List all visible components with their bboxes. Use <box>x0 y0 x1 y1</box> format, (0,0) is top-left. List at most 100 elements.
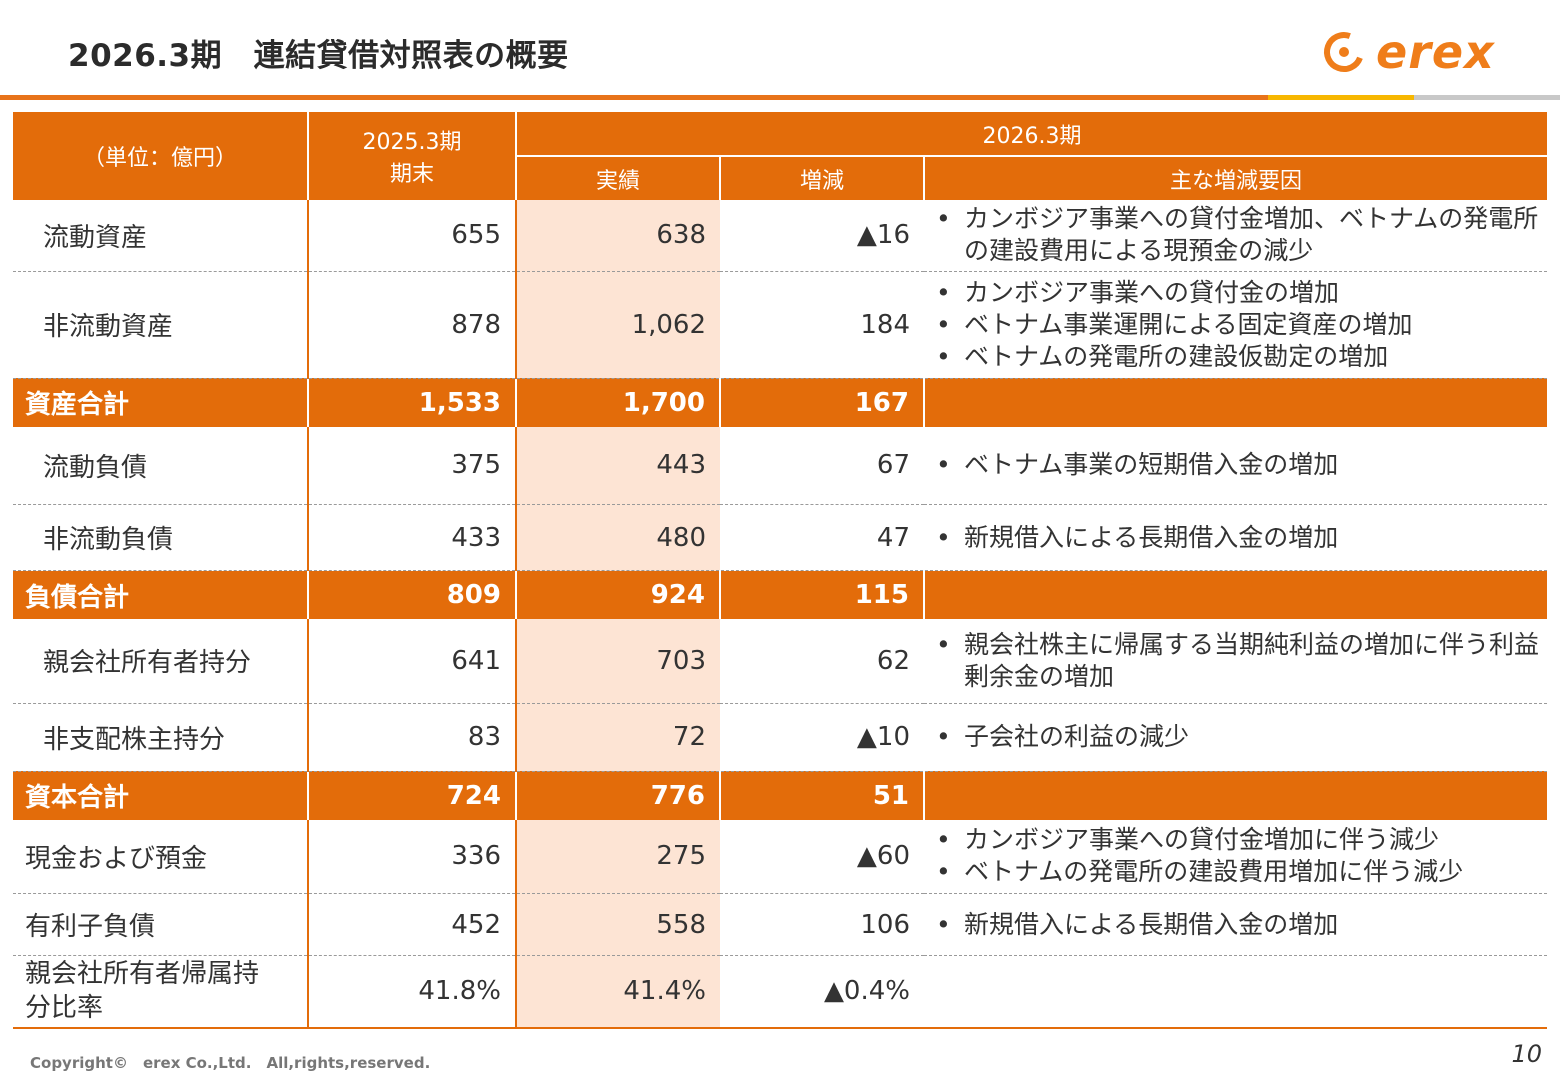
row-label: 非支配株主持分 <box>13 703 309 772</box>
header-band-gray <box>1414 95 1560 100</box>
row-label: 流動資産 <box>13 200 309 272</box>
row-prev-value: 452 <box>308 893 517 956</box>
total-reasons <box>924 378 1547 427</box>
row-change-value: 47 <box>720 504 924 571</box>
row-reasons: 親会社株主に帰属する当期純利益の増加に伴う利益剰余金の増加 <box>924 619 1547 704</box>
reason-item: ベトナム事業運開による固定資産の増加 <box>936 309 1547 341</box>
total-label: 負債合計 <box>13 570 309 619</box>
row-reasons: 子会社の利益の減少 <box>924 703 1547 772</box>
row-prev-value: 655 <box>308 200 517 272</box>
row-change-value: 106 <box>720 893 924 956</box>
row-change-value: 184 <box>720 271 924 379</box>
row-label: 親会社所有者帰属持分比率 <box>13 955 309 1029</box>
header-band-orange <box>0 95 1268 100</box>
row-change-value: ▲16 <box>720 200 924 272</box>
row-actual-value: 703 <box>516 619 720 704</box>
table-row: 流動負債 375 443 67 ベトナム事業の短期借入金の増加 <box>13 426 1547 505</box>
row-reasons: 新規借入による長期借入金の増加 <box>924 893 1547 956</box>
copyright-notice: Copyright© erex Co.,Ltd. All,rights,rese… <box>30 1054 431 1072</box>
reason-item: カンボジア事業への貸付金増加に伴う減少 <box>936 824 1547 856</box>
row-change-value: ▲60 <box>720 819 924 894</box>
row-actual-value: 275 <box>516 819 720 894</box>
row-label: 有利子負債 <box>13 893 309 956</box>
total-reasons <box>924 771 1547 820</box>
reason-item: 親会社株主に帰属する当期純利益の増加に伴う利益剰余金の増加 <box>936 629 1547 693</box>
header-band-yellow <box>1268 95 1414 100</box>
row-reasons: ベトナム事業の短期借入金の増加 <box>924 426 1547 505</box>
row-prev-value: 433 <box>308 504 517 571</box>
header-prev-period: 2025.3期 期末 <box>308 112 517 200</box>
header-prev-period-label: 2025.3期 <box>362 130 462 155</box>
header-unit: （単位：億円） <box>13 112 309 200</box>
row-reasons <box>924 955 1547 1029</box>
row-reasons: カンボジア事業への貸付金の増加 ベトナム事業運開による固定資産の増加 ベトナムの… <box>924 271 1547 379</box>
erex-logo-icon <box>1324 32 1364 72</box>
table-row: 非流動資産 878 1,062 184 カンボジア事業への貸付金の増加 ベトナム… <box>13 271 1547 379</box>
row-reasons: 新規借入による長期借入金の増加 <box>924 504 1547 571</box>
row-prev-value: 83 <box>308 703 517 772</box>
table-row: 現金および預金 336 275 ▲60 カンボジア事業への貸付金増加に伴う減少 … <box>13 819 1547 894</box>
reason-item: カンボジア事業への貸付金増加、ベトナムの発電所の建設費用による現預金の減少 <box>936 203 1547 267</box>
row-change-value: ▲10 <box>720 703 924 772</box>
header-curr-period: 2026.3期 <box>516 112 1547 157</box>
row-label: 非流動資産 <box>13 271 309 379</box>
header-change: 増減 <box>720 156 925 200</box>
reason-item: ベトナムの発電所の建設仮勘定の増加 <box>936 341 1547 373</box>
row-prev-value: 641 <box>308 619 517 704</box>
total-prev-value: 1,533 <box>308 378 517 427</box>
reason-item: 新規借入による長期借入金の増加 <box>936 522 1547 554</box>
total-change-value: 167 <box>720 378 925 427</box>
row-change-value: 62 <box>720 619 924 704</box>
company-logo: erex <box>1322 25 1495 79</box>
total-actual-value: 924 <box>516 570 721 619</box>
total-label: 資本合計 <box>13 771 309 820</box>
row-reasons: カンボジア事業への貸付金増加、ベトナムの発電所の建設費用による現預金の減少 <box>924 200 1547 272</box>
header-reasons: 主な増減要因 <box>924 156 1547 200</box>
total-reasons <box>924 570 1547 619</box>
row-actual-value: 443 <box>516 426 720 505</box>
total-actual-value: 776 <box>516 771 721 820</box>
header-prev-sub-label: 期末 <box>389 162 434 187</box>
table-row: 流動資産 655 638 ▲16 カンボジア事業への貸付金増加、ベトナムの発電所… <box>13 200 1547 272</box>
total-row: 資産合計 1,533 1,700 167 <box>13 378 1547 427</box>
reason-item: ベトナム事業の短期借入金の増加 <box>936 449 1547 481</box>
row-label: 親会社所有者持分 <box>13 619 309 704</box>
total-actual-value: 1,700 <box>516 378 721 427</box>
row-actual-value: 638 <box>516 200 720 272</box>
reason-item: カンボジア事業への貸付金の増加 <box>936 277 1547 309</box>
total-change-value: 115 <box>720 570 925 619</box>
row-change-value: 67 <box>720 426 924 505</box>
total-prev-value: 724 <box>308 771 517 820</box>
logo-text: erex <box>1376 25 1495 79</box>
total-row: 資本合計 724 776 51 <box>13 771 1547 820</box>
table-row: 親会社所有者持分 641 703 62 親会社株主に帰属する当期純利益の増加に伴… <box>13 619 1547 704</box>
row-prev-value: 375 <box>308 426 517 505</box>
page-number: 10 <box>1511 1040 1542 1068</box>
row-actual-value: 72 <box>516 703 720 772</box>
total-label: 資産合計 <box>13 378 309 427</box>
row-actual-value: 480 <box>516 504 720 571</box>
total-change-value: 51 <box>720 771 925 820</box>
reason-item: 新規借入による長期借入金の増加 <box>936 909 1547 941</box>
row-label: 現金および預金 <box>13 819 309 894</box>
row-actual-value: 558 <box>516 893 720 956</box>
balance-sheet-table: （単位：億円） 2025.3期 期末 2026.3期 実績 増減 主な増減要因 … <box>13 112 1547 1029</box>
row-label: 非流動負債 <box>13 504 309 571</box>
row-prev-value: 336 <box>308 819 517 894</box>
total-prev-value: 809 <box>308 570 517 619</box>
row-reasons: カンボジア事業への貸付金増加に伴う減少 ベトナムの発電所の建設費用増加に伴う減少 <box>924 819 1547 894</box>
reason-item: 子会社の利益の減少 <box>936 721 1547 753</box>
header-actual: 実績 <box>516 156 721 200</box>
page-title: 2026.3期 連結貸借対照表の概要 <box>68 38 569 74</box>
table-row: 非流動負債 433 480 47 新規借入による長期借入金の増加 <box>13 504 1547 571</box>
row-actual-value: 1,062 <box>516 271 720 379</box>
row-prev-value: 41.8% <box>308 955 517 1029</box>
total-row: 負債合計 809 924 115 <box>13 570 1547 619</box>
table-row: 非支配株主持分 83 72 ▲10 子会社の利益の減少 <box>13 703 1547 772</box>
row-change-value: ▲0.4% <box>720 955 924 1029</box>
table-row: 親会社所有者帰属持分比率 41.8% 41.4% ▲0.4% <box>13 955 1547 1029</box>
table-row: 有利子負債 452 558 106 新規借入による長期借入金の増加 <box>13 893 1547 956</box>
row-label: 流動負債 <box>13 426 309 505</box>
reason-item: ベトナムの発電所の建設費用増加に伴う減少 <box>936 856 1547 888</box>
row-actual-value: 41.4% <box>516 955 720 1029</box>
